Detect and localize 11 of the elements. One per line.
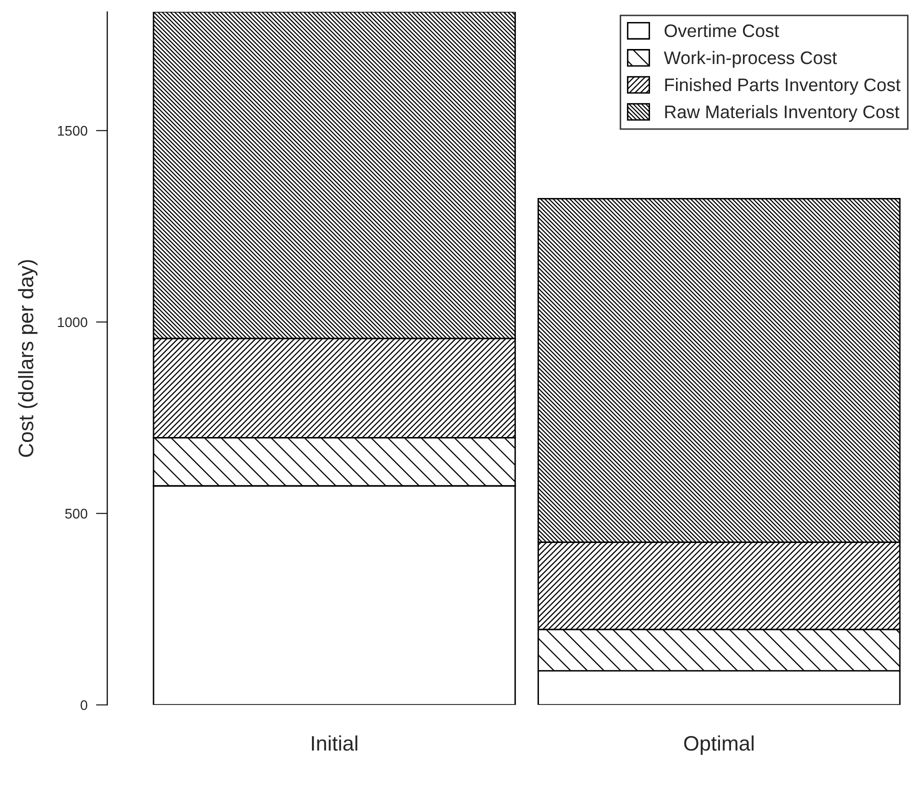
legend-label: Overtime Cost xyxy=(664,24,780,38)
x-tick-label: Optimal xyxy=(684,735,754,755)
y-axis-title: Cost (dollars per day) xyxy=(18,260,38,457)
y-tick-label: 500 xyxy=(65,508,88,519)
legend-label: Finished Parts Inventory Cost xyxy=(665,78,900,95)
legend-label: Raw Materials Inventory Cost xyxy=(665,105,900,122)
y-tick-label: 1500 xyxy=(58,126,88,136)
x-tick-label: Initial xyxy=(312,735,358,751)
y-tick-label: 1000 xyxy=(58,317,88,328)
legend-label: Work-in-process Cost xyxy=(664,50,837,68)
y-tick-label: 0 xyxy=(80,700,88,710)
